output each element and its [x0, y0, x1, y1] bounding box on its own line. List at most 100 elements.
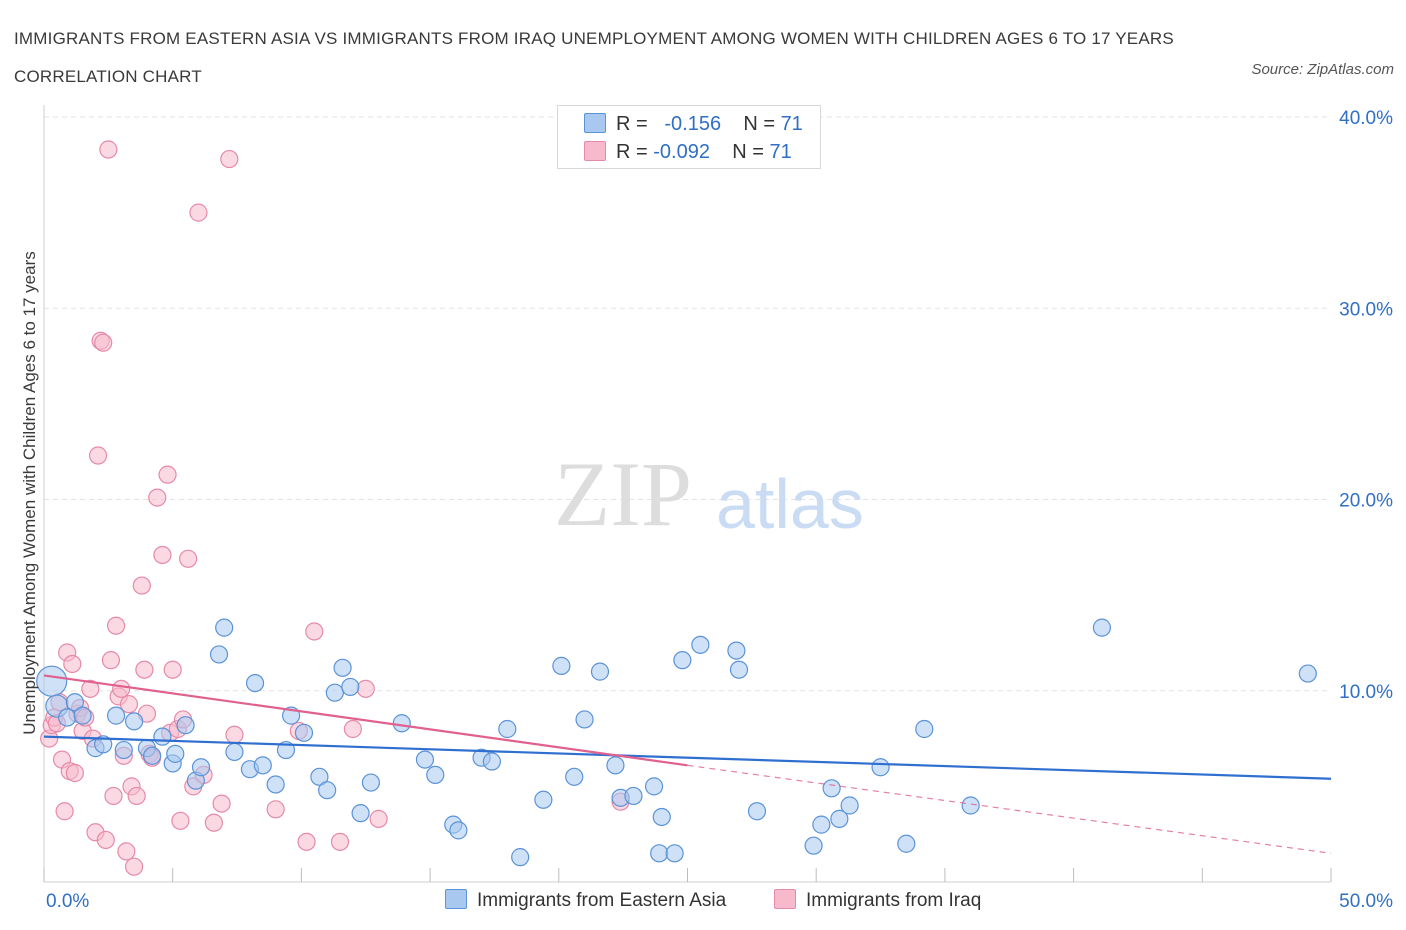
- eastern-asia-point: [565, 767, 584, 786]
- iraq-point: [88, 446, 108, 465]
- eastern-asia-point: [209, 645, 229, 664]
- eastern-asia-trend-line: [43, 735, 1332, 780]
- legend-row-iraq: R = -0.092 N = 71: [584, 141, 792, 165]
- eastern-asia-point: [915, 719, 934, 739]
- iraq-point: [127, 786, 146, 806]
- eastern-asia-point: [652, 807, 671, 827]
- eastern-asia-legend-label: Immigrants from Eastern Asia: [477, 890, 727, 911]
- eastern-asia-point: [415, 750, 435, 769]
- eastern-asia-point: [351, 804, 370, 823]
- y-axis-label: Unemployment Among Women with Children A…: [20, 251, 39, 735]
- iraq-point: [305, 622, 324, 641]
- eastern-asia-points: [36, 618, 1317, 867]
- iraq-point: [81, 679, 100, 698]
- iraq-point: [124, 857, 144, 876]
- iraq-point: [148, 488, 167, 507]
- eastern-asia-point: [318, 781, 337, 800]
- iraq-point: [297, 832, 316, 851]
- eastern-asia-point: [361, 773, 380, 792]
- eastern-asia-point: [606, 756, 625, 775]
- iraq-point: [189, 203, 208, 222]
- x-tick-label: 50.0%: [1339, 891, 1393, 912]
- eastern-asia-point: [1092, 618, 1112, 637]
- eastern-asia-point: [729, 660, 749, 679]
- eastern-asia-point: [325, 683, 344, 702]
- bottom-legend-eastern-asia: Immigrants from Eastern Asia: [445, 889, 726, 912]
- y-tick-label: 40.0%: [1339, 108, 1393, 129]
- iraq-point: [101, 651, 121, 670]
- iraq-point: [55, 802, 74, 821]
- iraq-point: [204, 813, 223, 832]
- eastern-asia-point: [840, 796, 859, 815]
- iraq-swatch: [584, 141, 606, 161]
- eastern-asia-point: [333, 658, 352, 677]
- legend-n-label: N =: [743, 113, 775, 135]
- eastern-asia-point: [245, 673, 265, 693]
- eastern-asia-point: [804, 836, 823, 855]
- eastern-asia-point: [310, 767, 329, 786]
- eastern-asia-point: [58, 708, 77, 727]
- eastern-asia-point: [191, 758, 211, 777]
- eastern-asia-point: [266, 775, 285, 794]
- grid: [44, 116, 1331, 692]
- eastern-asia-point: [114, 740, 133, 760]
- eastern-asia-point: [176, 716, 195, 735]
- eastern-asia-point: [36, 665, 68, 697]
- eastern-asia-point: [624, 786, 643, 806]
- eastern-asia-point: [166, 744, 185, 763]
- iraq-trend-line: [43, 674, 688, 767]
- eastern-asia-point: [871, 758, 890, 777]
- eastern-asia-point: [812, 815, 831, 834]
- eastern-asia-point: [482, 752, 501, 771]
- iraq-point: [63, 654, 82, 674]
- eastern-asia-point: [294, 723, 314, 742]
- eastern-asia-point: [822, 779, 841, 798]
- eastern-asia-point: [253, 756, 272, 775]
- eastern-asia-point: [392, 714, 411, 733]
- eastern-asia-point: [644, 777, 664, 796]
- iraq-point: [158, 465, 177, 484]
- iraq-point: [369, 809, 388, 828]
- x-tick-label: 0.0%: [46, 891, 89, 912]
- eastern-asia-point: [124, 712, 144, 731]
- legend-r-value: -0.092: [653, 141, 710, 163]
- eastern-asia-point: [961, 796, 980, 815]
- iraq-point: [65, 763, 84, 783]
- legend-n-label: N =: [732, 141, 764, 163]
- iraq-point: [163, 660, 182, 679]
- eastern-asia-point: [215, 618, 234, 637]
- eastern-asia-point: [73, 706, 92, 725]
- eastern-asia-point: [341, 677, 360, 697]
- eastern-asia-point: [65, 693, 84, 712]
- iraq-point: [171, 811, 190, 830]
- iraq-point: [104, 786, 123, 806]
- eastern-asia-point: [747, 802, 767, 821]
- eastern-asia-point: [1298, 664, 1317, 683]
- source-credit: Source: ZipAtlas.com: [1251, 61, 1394, 78]
- y-tick-label: 20.0%: [1339, 491, 1393, 512]
- eastern-asia-point: [830, 809, 849, 828]
- eastern-asia-point: [691, 635, 710, 654]
- eastern-asia-point: [94, 735, 113, 754]
- iraq-point: [220, 149, 239, 169]
- iraq-point: [106, 616, 126, 635]
- iraq-point: [119, 695, 139, 714]
- iraq-point: [179, 549, 198, 568]
- iraq-point: [356, 679, 375, 698]
- axes: [43, 105, 1332, 883]
- eastern-asia-point: [143, 746, 162, 765]
- legend-r-value: -0.156: [664, 113, 722, 135]
- eastern-asia-legend-swatch: [445, 889, 467, 909]
- iraq-point: [94, 333, 113, 352]
- eastern-asia-point: [426, 765, 445, 785]
- y-tick-label: 10.0%: [1339, 682, 1393, 703]
- eastern-asia-point: [665, 844, 684, 863]
- legend-n-value: 71: [769, 141, 792, 163]
- y-tick-label: 30.0%: [1339, 299, 1393, 320]
- eastern-asia-point: [897, 834, 916, 853]
- legend-n-value: 71: [780, 113, 803, 135]
- iraq-point: [330, 832, 350, 851]
- iraq-point: [117, 842, 136, 861]
- iraq-point: [153, 545, 172, 565]
- eastern-asia-point: [511, 848, 530, 867]
